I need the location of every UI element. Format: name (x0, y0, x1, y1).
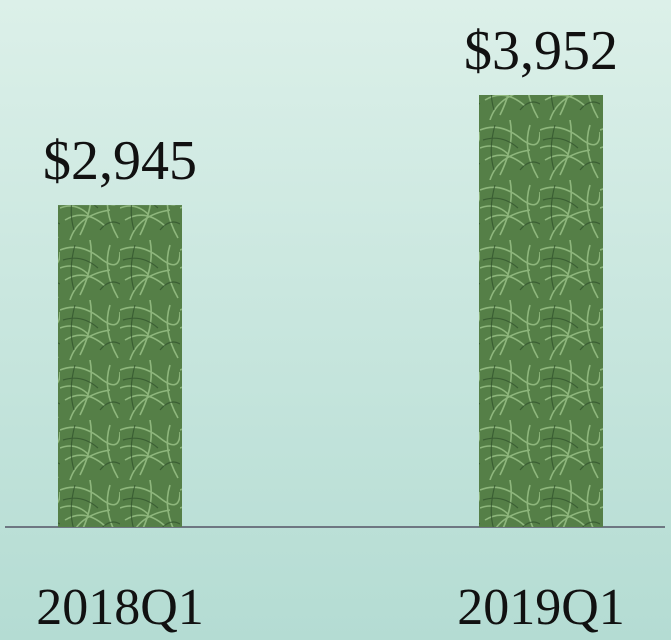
value-label: $2,945 (43, 130, 197, 192)
value-label: $3,952 (464, 20, 618, 82)
x-tick-label: 2019Q1 (457, 579, 625, 636)
bar (58, 205, 182, 528)
x-tick-label: 2018Q1 (36, 579, 204, 636)
bar (479, 95, 603, 527)
